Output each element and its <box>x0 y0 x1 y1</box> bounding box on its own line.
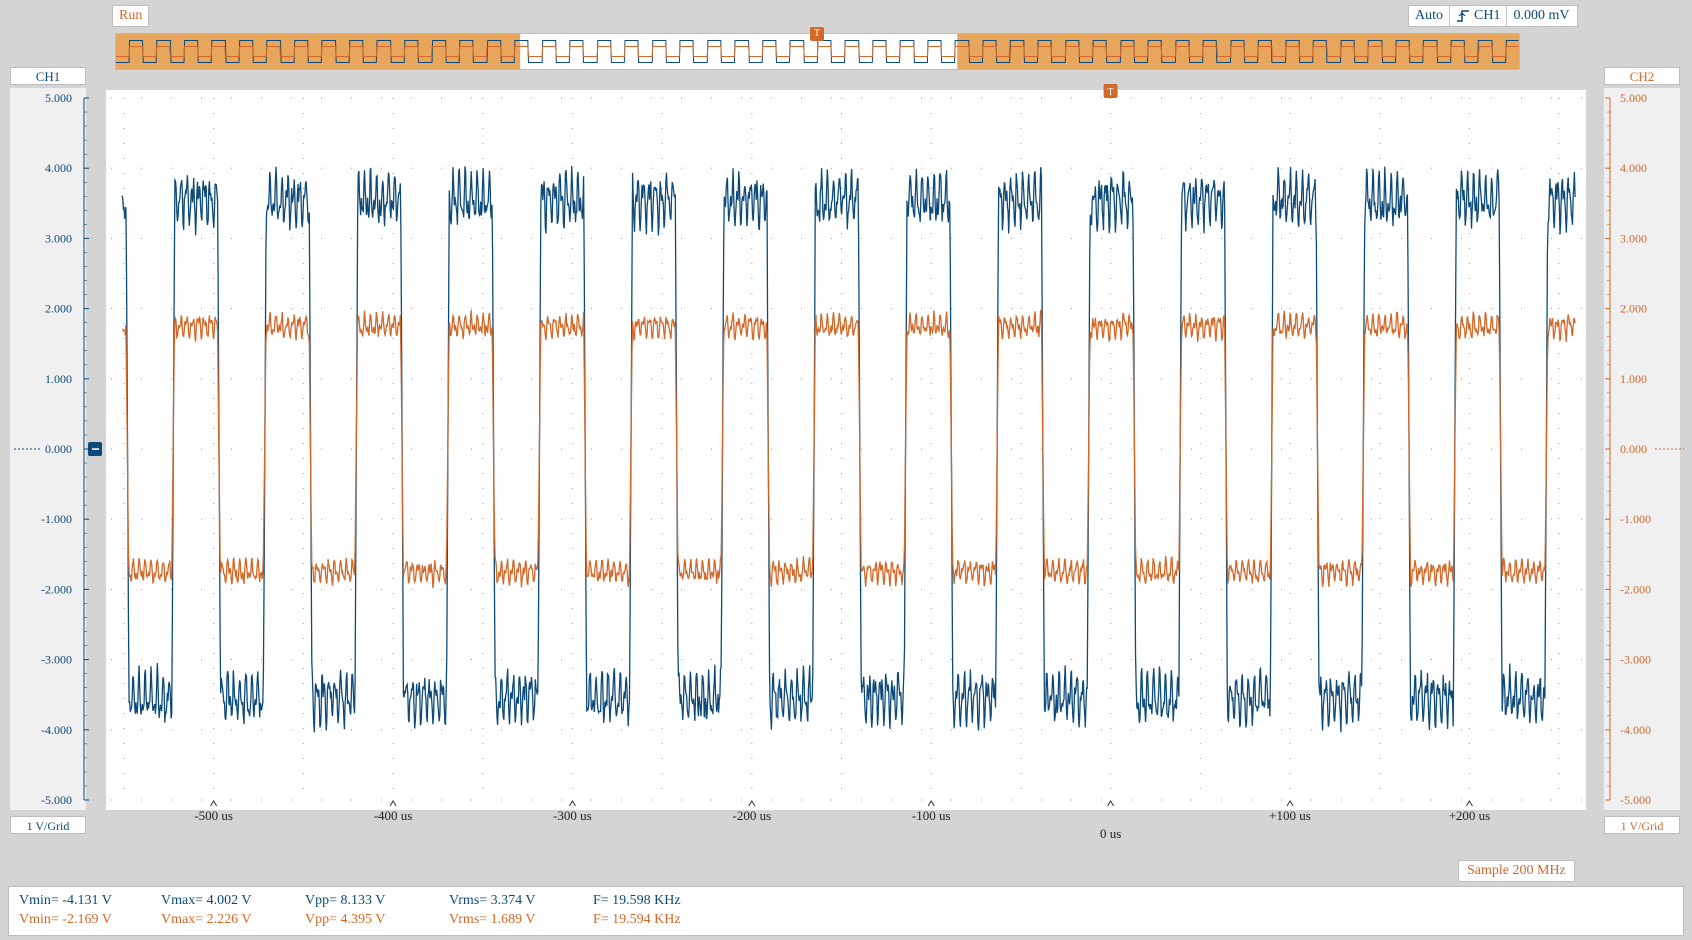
ch1-y-tick-label: 5.000 <box>45 91 72 105</box>
ch1-vmax: Vmax= 4.002 V <box>161 892 251 910</box>
ch1-vrms: Vrms= 3.374 V <box>449 892 536 910</box>
ch2-y-tick-label: 0.000 <box>1620 442 1647 456</box>
ch2-freq: F= 19.594 KHz <box>593 911 681 929</box>
ch1-vpp: Vpp= 8.133 V <box>305 892 385 910</box>
sample-rate-label: Sample 200 MHz <box>1467 863 1566 878</box>
ch2-y-tick-label: 5.000 <box>1620 91 1647 105</box>
ch2-vmin: Vmin= -2.169 V <box>19 911 112 929</box>
ch2-y-tick-label: 2.000 <box>1620 302 1647 316</box>
oscilloscope-plot[interactable]: 5.000 5.000 4.000 4.000 3.000 3.000 2.000 2.000… <box>0 0 1692 860</box>
ch2-y-tick-label: 1.000 <box>1620 372 1647 386</box>
ch2-vpp: Vpp= 4.395 V <box>305 911 385 929</box>
ch2-vmax: Vmax= 2.226 V <box>161 911 251 929</box>
x-tick-label: +100 us <box>1269 808 1311 823</box>
ch1-freq: F= 19.598 KHz <box>593 892 681 910</box>
x-tick-label: -100 us <box>912 808 951 823</box>
ch2-y-tick-label: -1.000 <box>1620 512 1651 526</box>
measurements-panel: Vmin= -4.131 V Vmax= 4.002 V Vpp= 8.133 … <box>8 886 1684 936</box>
sample-rate-badge: Sample 200 MHz <box>1458 860 1575 882</box>
ch1-y-tick-label: -2.000 <box>41 582 72 596</box>
ch2-y-tick-label: 4.000 <box>1620 161 1647 175</box>
ch2-y-tick-label: -4.000 <box>1620 723 1651 737</box>
ch2-y-tick-label: -5.000 <box>1620 793 1651 807</box>
x-tick-label: -300 us <box>553 808 592 823</box>
ch1-y-tick-label: 3.000 <box>45 231 72 245</box>
ch1-y-tick-label: -3.000 <box>41 653 72 667</box>
ch2-y-tick-label: -3.000 <box>1620 653 1651 667</box>
ch1-y-tick-label: 0.000 <box>45 442 72 456</box>
x-tick-label: -500 us <box>194 808 233 823</box>
x-tick-label: +200 us <box>1449 808 1491 823</box>
ch1-y-tick-label: -4.000 <box>41 723 72 737</box>
ch1-y-tick-label: 2.000 <box>45 302 72 316</box>
x-tick-label: 0 us <box>1100 826 1121 841</box>
ch2-y-tick-label: -2.000 <box>1620 582 1651 596</box>
x-tick-label: -400 us <box>374 808 413 823</box>
x-tick-label: -200 us <box>732 808 771 823</box>
ch2-vrms: Vrms= 1.689 V <box>449 911 536 929</box>
ch1-y-tick-label: -1.000 <box>41 512 72 526</box>
ch1-y-tick-label: -5.000 <box>41 793 72 807</box>
ch1-vmin: Vmin= -4.131 V <box>19 892 112 910</box>
ch1-y-tick-label: 1.000 <box>45 372 72 386</box>
ch2-y-tick-label: 3.000 <box>1620 231 1647 245</box>
trigger-position-marker-glyph: T <box>1108 87 1114 98</box>
ch1-y-tick-label: 4.000 <box>45 161 72 175</box>
